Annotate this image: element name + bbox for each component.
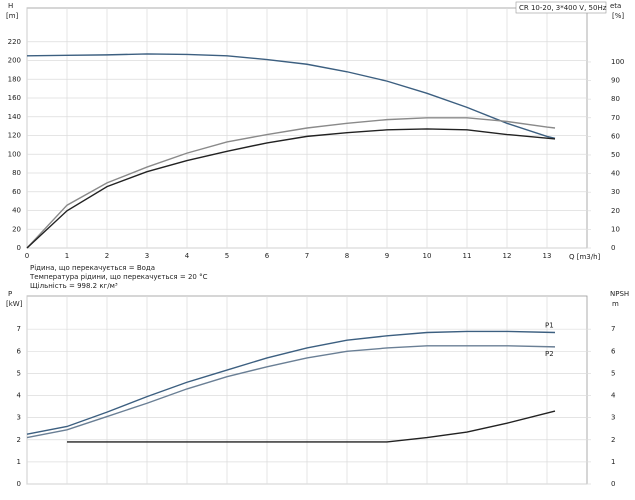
header: CR 10-20, 3*400 V, 50Hz — [519, 4, 607, 12]
y2-tick-label: 60 — [611, 132, 620, 140]
series-line — [26, 345, 556, 439]
y2-tick-label: 2 — [611, 436, 615, 444]
y2-tick-label: 1 — [611, 458, 615, 466]
y-tick-label: 1 — [17, 458, 21, 466]
note: Рідина, що перекачується = Вода — [30, 264, 155, 272]
series-line — [26, 53, 556, 139]
y2-tick-label: 80 — [611, 95, 620, 103]
x-tick-label: 0 — [25, 252, 29, 260]
series-line — [26, 128, 556, 249]
x-tick-label: 6 — [265, 252, 270, 260]
y-tick-label: 3 — [17, 414, 21, 422]
y-tick-label: 4 — [17, 392, 22, 400]
y-tick-label: 0 — [17, 480, 21, 488]
y-tick-label: 200 — [8, 57, 21, 65]
note: Температура рідини, що перекачується = 2… — [29, 273, 208, 281]
series-label: P2 — [545, 350, 554, 358]
series-line — [67, 410, 556, 443]
x-tick-label: 3 — [145, 252, 149, 260]
y-tick-label: 100 — [8, 150, 21, 158]
y2-tick-label: 4 — [611, 392, 616, 400]
y2-tick-label: 5 — [611, 369, 615, 377]
x-axis-label: Q [m3/h] — [569, 253, 601, 261]
y-tick-label: 180 — [8, 75, 21, 83]
x-tick-label: 4 — [185, 252, 190, 260]
series-line — [26, 117, 556, 249]
x-tick-label: 11 — [463, 252, 472, 260]
y-tick-label: 140 — [8, 113, 21, 121]
y2-tick-label: 3 — [611, 414, 615, 422]
header-box — [515, 1, 607, 14]
y2-tick-label: 10 — [611, 225, 620, 233]
y-axis-unit: [kW] — [6, 300, 23, 308]
y-tick-label: 5 — [17, 369, 21, 377]
y2-axis-unit: [%] — [612, 12, 624, 20]
y2-axis-unit: m — [612, 300, 619, 308]
y-axis-label: P — [8, 290, 12, 298]
x-tick-label: 7 — [305, 252, 309, 260]
x-tick-label: 13 — [543, 252, 552, 260]
x-tick-label: 8 — [345, 252, 349, 260]
y2-tick-label: 0 — [611, 244, 615, 252]
y-axis-label: H — [8, 2, 13, 10]
y-tick-label: 2 — [17, 436, 21, 444]
x-tick-label: 10 — [423, 252, 432, 260]
x-tick-label: 9 — [385, 252, 389, 260]
x-tick-label: 2 — [105, 252, 109, 260]
y2-tick-label: 7 — [611, 325, 615, 333]
y-tick-label: 6 — [17, 347, 22, 355]
y-tick-label: 0 — [17, 244, 21, 252]
y2-tick-label: 90 — [611, 77, 620, 85]
x-tick-label: 1 — [65, 252, 69, 260]
y2-tick-label: 40 — [611, 170, 620, 178]
y-tick-label: 7 — [17, 325, 21, 333]
y-tick-label: 40 — [12, 207, 21, 215]
y2-tick-label: 70 — [611, 114, 620, 122]
y-axis-unit: [m] — [6, 12, 19, 20]
y2-axis-label: eta — [610, 2, 621, 10]
y-tick-label: 120 — [8, 132, 21, 140]
x-tick-label: 12 — [503, 252, 512, 260]
note: Щільність = 998.2 кг/м³ — [30, 282, 118, 290]
y2-tick-label: 50 — [611, 151, 620, 159]
y-tick-label: 60 — [12, 188, 21, 196]
y2-tick-label: 30 — [611, 188, 620, 196]
y2-tick-label: 6 — [611, 347, 616, 355]
series-label: P1 — [545, 321, 554, 329]
y-tick-label: 160 — [8, 94, 21, 102]
y2-tick-label: 100 — [611, 58, 624, 66]
y2-tick-label: 20 — [611, 207, 620, 215]
y2-tick-label: 0 — [611, 480, 615, 488]
y-tick-label: 80 — [12, 169, 21, 177]
y-tick-label: 20 — [12, 225, 21, 233]
y-tick-label: 220 — [8, 38, 21, 46]
series-line — [26, 330, 556, 435]
y2-axis-label: NPSH — [610, 290, 629, 298]
x-tick-label: 5 — [225, 252, 229, 260]
